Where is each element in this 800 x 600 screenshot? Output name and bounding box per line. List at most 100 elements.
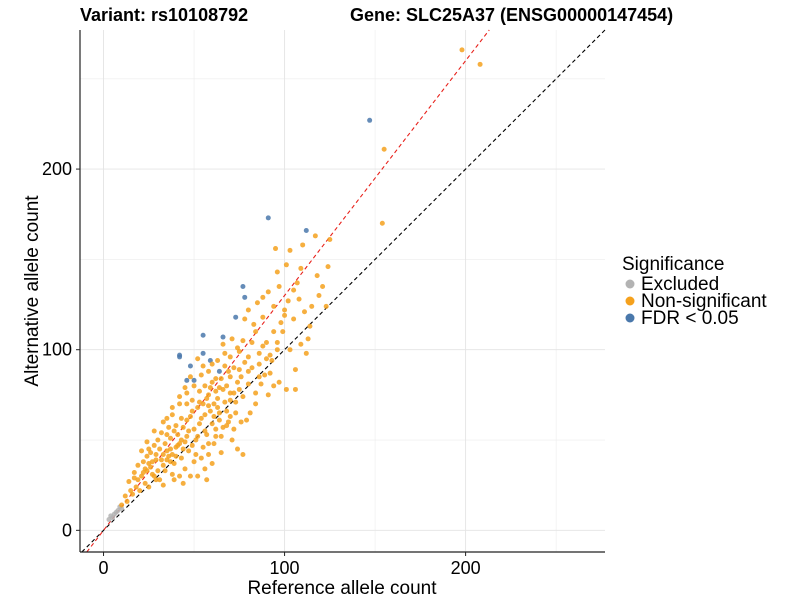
point-non-significant: [278, 320, 284, 326]
point-non-significant: [198, 372, 204, 378]
point-non-significant: [271, 329, 277, 335]
point-non-significant: [235, 345, 240, 351]
point-non-significant: [146, 484, 152, 490]
point-non-significant: [177, 473, 183, 479]
point-non-significant: [171, 477, 177, 483]
point-fdr-0-05: [240, 283, 246, 289]
point-non-significant: [162, 468, 168, 474]
point-non-significant: [262, 372, 268, 378]
point-non-significant: [213, 426, 219, 432]
point-non-significant: [260, 343, 266, 349]
point-non-significant: [316, 293, 322, 299]
point-non-significant: [153, 457, 159, 463]
point-non-significant: [303, 350, 309, 356]
point-non-significant: [191, 426, 197, 432]
y-axis-title: Alternative allele count: [22, 195, 43, 387]
point-non-significant: [236, 367, 242, 373]
point-non-significant: [249, 365, 255, 371]
point-non-significant: [325, 264, 331, 270]
point-non-significant: [144, 453, 150, 459]
point-non-significant: [305, 336, 311, 342]
legend-fdr-label: FDR < 0.05: [641, 308, 739, 329]
point-non-significant: [222, 350, 228, 356]
legend-fdr-swatch: [625, 313, 635, 323]
point-non-significant: [265, 289, 271, 295]
point-non-significant: [222, 399, 228, 405]
point-non-significant: [254, 300, 260, 306]
point-non-significant: [312, 233, 318, 239]
point-non-significant: [256, 361, 262, 367]
point-non-significant: [209, 421, 215, 427]
point-non-significant: [146, 460, 152, 466]
point-non-significant: [235, 446, 240, 452]
point-non-significant: [271, 383, 277, 389]
point-non-significant: [160, 419, 166, 425]
point-non-significant: [242, 316, 248, 322]
point-non-significant: [195, 433, 201, 439]
point-non-significant: [263, 356, 269, 362]
point-non-significant: [189, 397, 195, 403]
legend-excluded-label: Excluded: [641, 274, 719, 295]
point-non-significant: [213, 388, 219, 394]
point-non-significant: [204, 477, 210, 483]
point-non-significant: [271, 303, 277, 309]
point-non-significant: [164, 415, 170, 421]
point-non-significant: [198, 455, 204, 461]
point-non-significant: [287, 347, 293, 353]
point-non-significant: [187, 414, 193, 420]
point-non-significant: [206, 451, 212, 457]
point-non-significant: [218, 376, 224, 382]
point-non-significant: [225, 419, 231, 425]
point-non-significant: [227, 354, 233, 360]
point-non-significant: [169, 451, 175, 457]
reference-line-fitted: [86, 29, 490, 553]
point-non-significant: [157, 477, 163, 483]
point-non-significant: [301, 309, 307, 315]
point-non-significant: [236, 386, 242, 392]
point-non-significant: [224, 408, 230, 414]
point-non-significant: [292, 386, 298, 392]
point-non-significant: [276, 283, 282, 289]
point-non-significant: [140, 459, 146, 465]
point-non-significant: [220, 424, 226, 430]
point-non-significant: [189, 408, 195, 414]
grid-lines: [80, 30, 605, 552]
point-non-significant: [175, 432, 181, 438]
point-non-significant: [260, 314, 266, 320]
point-non-significant: [251, 321, 257, 327]
point-non-significant: [164, 457, 170, 463]
point-non-significant: [196, 388, 202, 394]
point-non-significant: [209, 460, 215, 466]
point-non-significant: [182, 439, 188, 445]
point-non-significant: [168, 435, 174, 441]
point-non-significant: [133, 484, 139, 490]
legend-non-significant-swatch: [625, 296, 635, 306]
point-non-significant: [291, 287, 297, 293]
point-non-significant: [124, 498, 130, 504]
point-non-significant: [177, 401, 183, 407]
point-non-significant: [178, 415, 184, 421]
point-non-significant: [202, 412, 208, 418]
point-non-significant: [184, 390, 190, 396]
point-non-significant: [291, 316, 297, 322]
point-non-significant: [209, 361, 215, 367]
point-non-significant: [155, 437, 161, 443]
point-non-significant: [227, 414, 233, 420]
point-non-significant: [211, 441, 217, 447]
point-non-significant: [242, 359, 248, 365]
point-non-significant: [177, 441, 183, 447]
point-non-significant: [155, 468, 161, 474]
point-non-significant: [215, 395, 221, 401]
title-variant: Variant: rs10108792: [80, 5, 248, 25]
point-non-significant: [119, 502, 125, 508]
point-fdr-0-05: [265, 215, 271, 221]
point-non-significant: [158, 430, 164, 436]
point-non-significant: [166, 424, 172, 430]
point-excluded: [113, 509, 119, 515]
point-fdr-0-05: [233, 314, 239, 320]
x-tick-label: 100: [270, 558, 300, 578]
point-non-significant: [211, 401, 217, 407]
point-fdr-0-05: [367, 117, 373, 123]
point-non-significant: [285, 298, 291, 304]
point-non-significant: [158, 457, 164, 463]
